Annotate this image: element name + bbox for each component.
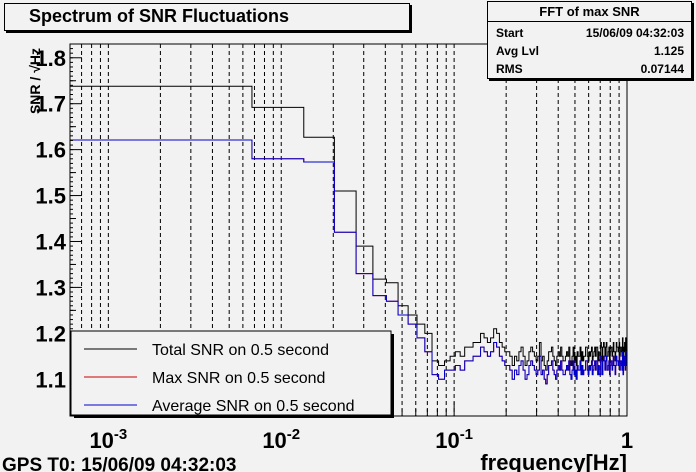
chart-title-box: Spectrum of SNR Fluctuations: [4, 3, 410, 31]
legend-entry: Total SNR on 0.5 second: [152, 342, 329, 359]
y-axis-label: SNR / √Hz: [27, 48, 43, 114]
series-traces: [70, 85, 628, 385]
axes: 10-3 10-2 10-1 1 1.1 1.2 1.3 1.4 1.5 1.6 1.7 1.8: [35, 43, 633, 453]
y-tick-label: 1.8: [35, 46, 66, 71]
y-tick-label: 1.2: [35, 321, 66, 346]
stats-value: 1.125: [653, 44, 684, 58]
y-tick-label: 1.3: [35, 275, 66, 300]
y-tick-label: 1.4: [35, 229, 66, 254]
stats-row-avg-lvl: Avg Lvl 1.125: [496, 42, 684, 60]
stats-label: Avg Lvl: [496, 44, 539, 58]
stats-label: Start: [496, 26, 524, 40]
legend-box: [70, 330, 392, 416]
y-tick-label: 1.7: [35, 92, 66, 117]
y-tick-label: 1.5: [35, 184, 66, 209]
gps-t0-label: GPS T0: 15/06/09 04:32:03: [2, 455, 236, 472]
x-axis-label: frequency[Hz]: [480, 450, 627, 472]
y-tick-label: 1.6: [35, 138, 66, 163]
y-tick-label: 1.1: [35, 367, 66, 392]
stats-box: FFT of max SNR Start 15/06/09 04:32:03 A…: [487, 1, 692, 79]
series-line: [70, 85, 628, 371]
x-tick-label: 1: [621, 428, 633, 453]
stats-row-start: Start 15/06/09 04:32:03: [496, 24, 684, 42]
series-line: [70, 139, 628, 385]
legend: Total SNR on 0.5 second Max SNR on 0.5 se…: [70, 330, 394, 418]
stats-label: RMS: [496, 62, 523, 76]
stats-value: 0.07144: [640, 62, 684, 76]
x-tick-label: 10-1: [435, 426, 473, 453]
x-tick-label: 10-2: [262, 426, 300, 453]
stats-row-rms: RMS 0.07144: [496, 60, 684, 78]
chart-title: Spectrum of SNR Fluctuations: [29, 6, 290, 26]
x-tick-label: 10-3: [89, 426, 127, 453]
legend-entry: Max SNR on 0.5 second: [152, 370, 325, 387]
stats-value: 15/06/09 04:32:03: [585, 26, 684, 40]
stats-title: FFT of max SNR: [488, 2, 691, 22]
legend-entry: Average SNR on 0.5 second: [152, 398, 355, 415]
